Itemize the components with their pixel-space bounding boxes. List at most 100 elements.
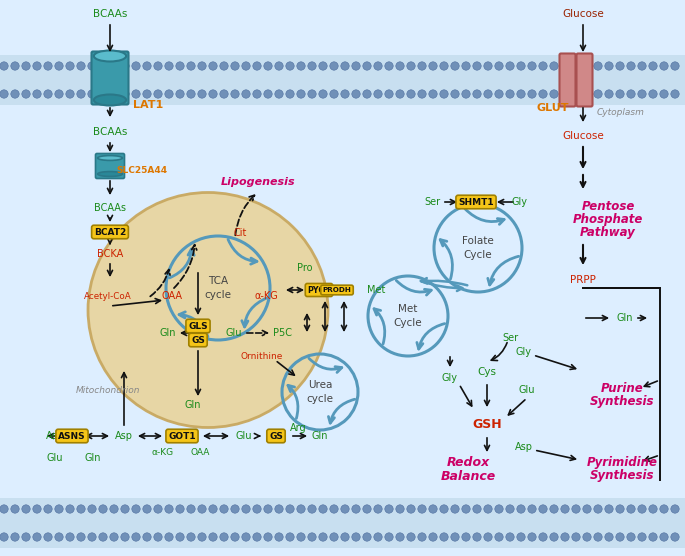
Text: Gln: Gln xyxy=(312,431,328,441)
Circle shape xyxy=(616,90,624,98)
Circle shape xyxy=(231,505,239,513)
Circle shape xyxy=(396,533,404,541)
Ellipse shape xyxy=(94,51,126,62)
Circle shape xyxy=(561,505,569,513)
Text: GS: GS xyxy=(191,335,205,345)
Text: OAA: OAA xyxy=(190,448,210,456)
Circle shape xyxy=(539,62,547,70)
Circle shape xyxy=(627,533,635,541)
Circle shape xyxy=(649,90,657,98)
Circle shape xyxy=(77,62,85,70)
Circle shape xyxy=(231,533,239,541)
Text: ASNS: ASNS xyxy=(58,431,86,440)
Circle shape xyxy=(297,533,306,541)
Circle shape xyxy=(594,533,602,541)
Circle shape xyxy=(660,505,668,513)
Ellipse shape xyxy=(94,95,126,106)
Circle shape xyxy=(275,533,283,541)
Ellipse shape xyxy=(88,192,328,428)
Circle shape xyxy=(671,505,680,513)
Circle shape xyxy=(142,505,151,513)
Circle shape xyxy=(66,90,74,98)
Text: Cycle: Cycle xyxy=(394,318,423,328)
Circle shape xyxy=(11,90,19,98)
Text: α-KG: α-KG xyxy=(152,448,174,456)
Circle shape xyxy=(66,505,74,513)
Circle shape xyxy=(451,62,459,70)
Circle shape xyxy=(385,533,393,541)
Circle shape xyxy=(22,533,30,541)
Circle shape xyxy=(198,62,206,70)
Text: Pentose: Pentose xyxy=(582,200,635,212)
Text: Redox: Redox xyxy=(447,455,490,469)
Circle shape xyxy=(99,90,107,98)
Circle shape xyxy=(209,90,217,98)
Circle shape xyxy=(319,533,327,541)
Text: Folate: Folate xyxy=(462,236,494,246)
Circle shape xyxy=(121,533,129,541)
Circle shape xyxy=(396,90,404,98)
Circle shape xyxy=(209,62,217,70)
Circle shape xyxy=(110,505,119,513)
Circle shape xyxy=(110,533,119,541)
Circle shape xyxy=(341,62,349,70)
Circle shape xyxy=(209,533,217,541)
Circle shape xyxy=(55,505,63,513)
Circle shape xyxy=(220,505,228,513)
Circle shape xyxy=(572,62,580,70)
Circle shape xyxy=(363,505,371,513)
Circle shape xyxy=(242,62,250,70)
Text: Cycle: Cycle xyxy=(464,250,493,260)
Text: PRPP: PRPP xyxy=(570,275,596,285)
Circle shape xyxy=(66,533,74,541)
Circle shape xyxy=(671,533,680,541)
Circle shape xyxy=(33,505,41,513)
Circle shape xyxy=(121,62,129,70)
Circle shape xyxy=(583,505,591,513)
Circle shape xyxy=(308,505,316,513)
Circle shape xyxy=(55,533,63,541)
Circle shape xyxy=(484,533,493,541)
Circle shape xyxy=(594,505,602,513)
Text: Arg: Arg xyxy=(290,423,306,433)
Text: Glu: Glu xyxy=(226,328,242,338)
Circle shape xyxy=(44,533,52,541)
Text: Asp: Asp xyxy=(515,442,533,452)
Circle shape xyxy=(407,62,415,70)
Circle shape xyxy=(264,90,272,98)
Circle shape xyxy=(550,90,558,98)
Text: Gly: Gly xyxy=(442,373,458,383)
Text: Gly: Gly xyxy=(516,347,532,357)
Circle shape xyxy=(165,90,173,98)
Circle shape xyxy=(110,90,119,98)
Circle shape xyxy=(341,533,349,541)
Text: PYCR: PYCR xyxy=(308,285,331,295)
Circle shape xyxy=(0,505,8,513)
Circle shape xyxy=(187,90,195,98)
Circle shape xyxy=(341,505,349,513)
Circle shape xyxy=(429,62,437,70)
Circle shape xyxy=(33,90,41,98)
Text: GLS: GLS xyxy=(188,321,208,330)
Circle shape xyxy=(407,505,415,513)
Circle shape xyxy=(572,505,580,513)
Circle shape xyxy=(99,62,107,70)
Circle shape xyxy=(561,533,569,541)
Bar xyxy=(0,55,685,105)
Circle shape xyxy=(22,505,30,513)
Text: GS: GS xyxy=(269,431,283,440)
Text: Cit: Cit xyxy=(234,228,247,238)
Circle shape xyxy=(484,505,493,513)
Text: Pathway: Pathway xyxy=(580,226,636,239)
Circle shape xyxy=(132,533,140,541)
Circle shape xyxy=(462,533,470,541)
Text: Ser: Ser xyxy=(424,197,440,207)
Text: α-KG: α-KG xyxy=(254,291,278,301)
Circle shape xyxy=(462,62,470,70)
Circle shape xyxy=(528,533,536,541)
Text: Glu: Glu xyxy=(519,385,535,395)
Text: GSH: GSH xyxy=(472,418,502,430)
Circle shape xyxy=(308,533,316,541)
Circle shape xyxy=(616,533,624,541)
Circle shape xyxy=(594,62,602,70)
